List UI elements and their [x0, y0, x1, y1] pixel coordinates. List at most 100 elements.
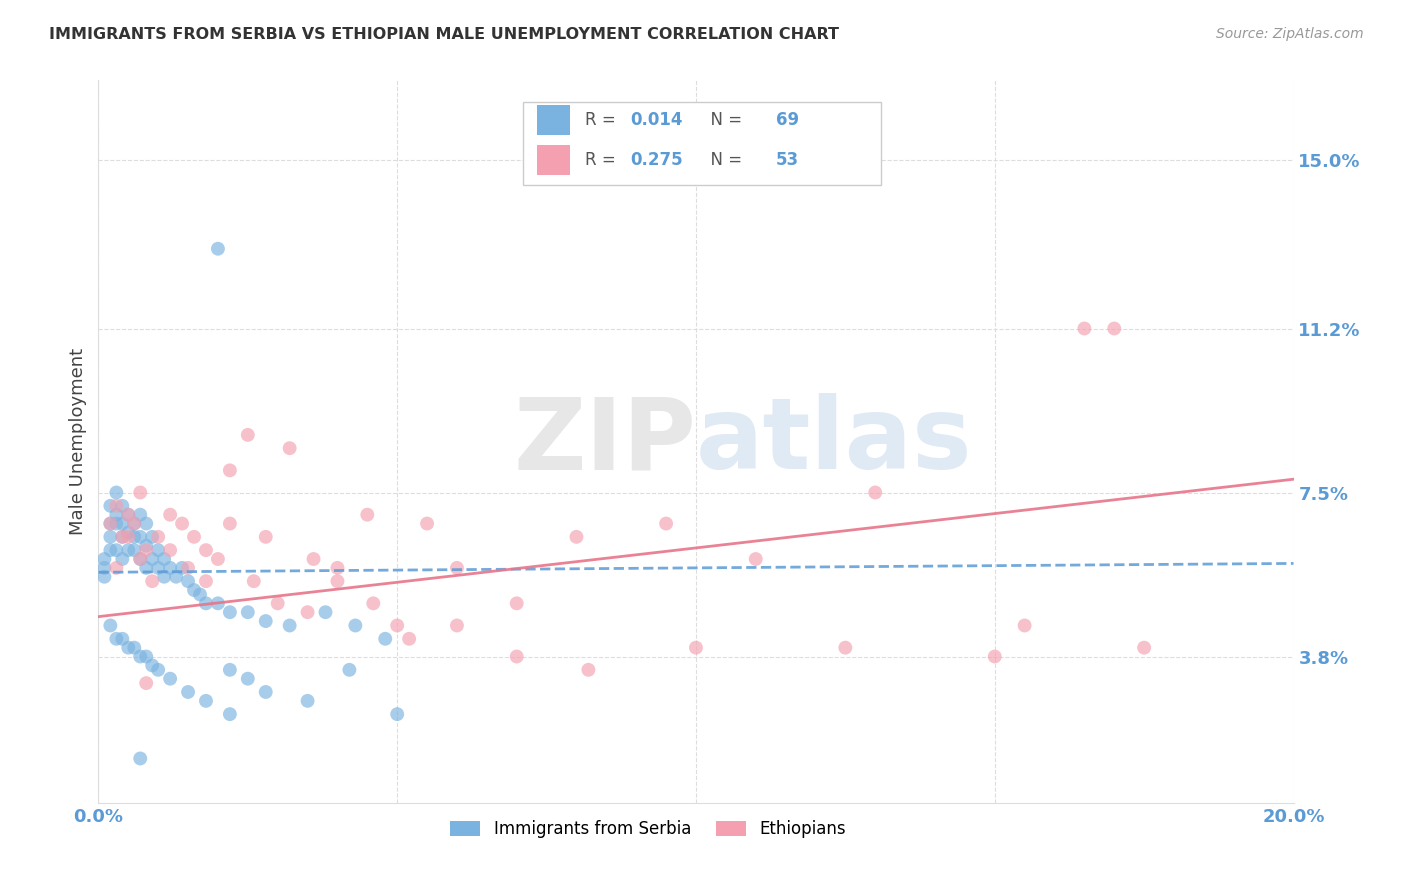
Point — [172, 516, 194, 531]
Point — [135, 561, 157, 575]
Point — [105, 516, 128, 531]
Point — [302, 552, 325, 566]
Point — [385, 707, 409, 722]
Point — [236, 672, 259, 686]
Point — [219, 663, 242, 677]
Point — [105, 543, 128, 558]
Point — [278, 441, 301, 455]
Point — [297, 605, 319, 619]
Point — [297, 694, 319, 708]
Point — [195, 694, 218, 708]
Point — [129, 530, 152, 544]
Point — [177, 685, 200, 699]
Point — [117, 530, 139, 544]
Point — [98, 618, 122, 632]
Point — [111, 516, 134, 531]
Point — [105, 561, 128, 575]
Point — [129, 649, 152, 664]
Point — [219, 605, 242, 619]
Point — [984, 649, 1007, 664]
Point — [124, 543, 146, 558]
Text: N =: N = — [700, 111, 747, 129]
Point — [153, 570, 176, 584]
Point — [565, 530, 588, 544]
Point — [98, 530, 122, 544]
Point — [1133, 640, 1156, 655]
Point — [207, 596, 229, 610]
Text: 69: 69 — [776, 111, 799, 129]
Point — [141, 530, 163, 544]
Point — [148, 543, 170, 558]
Point — [254, 614, 277, 628]
Point — [135, 516, 157, 531]
Point — [254, 685, 277, 699]
Point — [111, 552, 134, 566]
Point — [117, 508, 139, 522]
Point — [578, 663, 600, 677]
Point — [117, 525, 139, 540]
Point — [105, 632, 128, 646]
Point — [243, 574, 266, 589]
Point — [129, 751, 152, 765]
Point — [117, 543, 139, 558]
Point — [124, 640, 146, 655]
Point — [685, 640, 707, 655]
Point — [111, 499, 134, 513]
Point — [172, 561, 194, 575]
Point — [159, 672, 181, 686]
Point — [655, 516, 678, 531]
Point — [129, 552, 152, 566]
Point — [506, 596, 529, 610]
Text: atlas: atlas — [696, 393, 973, 490]
Point — [385, 618, 409, 632]
Point — [141, 574, 163, 589]
Point — [219, 707, 242, 722]
Point — [195, 596, 218, 610]
Point — [267, 596, 290, 610]
Point — [165, 570, 187, 584]
Point — [98, 499, 122, 513]
Point — [135, 676, 157, 690]
Point — [129, 485, 152, 500]
Point — [98, 516, 122, 531]
Text: N =: N = — [700, 151, 747, 169]
Point — [129, 508, 152, 522]
Point — [124, 516, 146, 531]
Text: IMMIGRANTS FROM SERBIA VS ETHIOPIAN MALE UNEMPLOYMENT CORRELATION CHART: IMMIGRANTS FROM SERBIA VS ETHIOPIAN MALE… — [49, 27, 839, 42]
Point — [148, 561, 170, 575]
Point — [105, 485, 128, 500]
Point — [98, 516, 122, 531]
Point — [148, 530, 170, 544]
Point — [93, 552, 115, 566]
Point — [398, 632, 420, 646]
Point — [93, 561, 115, 575]
Point — [326, 574, 349, 589]
Point — [98, 543, 122, 558]
Point — [1104, 321, 1126, 335]
Point — [153, 552, 176, 566]
Point — [105, 499, 128, 513]
Point — [177, 574, 200, 589]
Point — [416, 516, 439, 531]
Point — [446, 618, 468, 632]
Point — [326, 561, 349, 575]
Point — [111, 530, 134, 544]
FancyBboxPatch shape — [537, 145, 571, 175]
Point — [117, 640, 139, 655]
Point — [344, 618, 367, 632]
Point — [135, 543, 157, 558]
Point — [135, 649, 157, 664]
Point — [506, 649, 529, 664]
Legend: Immigrants from Serbia, Ethiopians: Immigrants from Serbia, Ethiopians — [444, 814, 852, 845]
FancyBboxPatch shape — [523, 102, 882, 185]
Point — [111, 530, 134, 544]
Point — [135, 539, 157, 553]
Point — [159, 508, 181, 522]
Point — [183, 582, 205, 597]
Point — [93, 570, 115, 584]
Point — [236, 428, 259, 442]
Point — [111, 632, 134, 646]
Point — [356, 508, 378, 522]
Point — [159, 561, 181, 575]
Text: R =: R = — [585, 151, 621, 169]
